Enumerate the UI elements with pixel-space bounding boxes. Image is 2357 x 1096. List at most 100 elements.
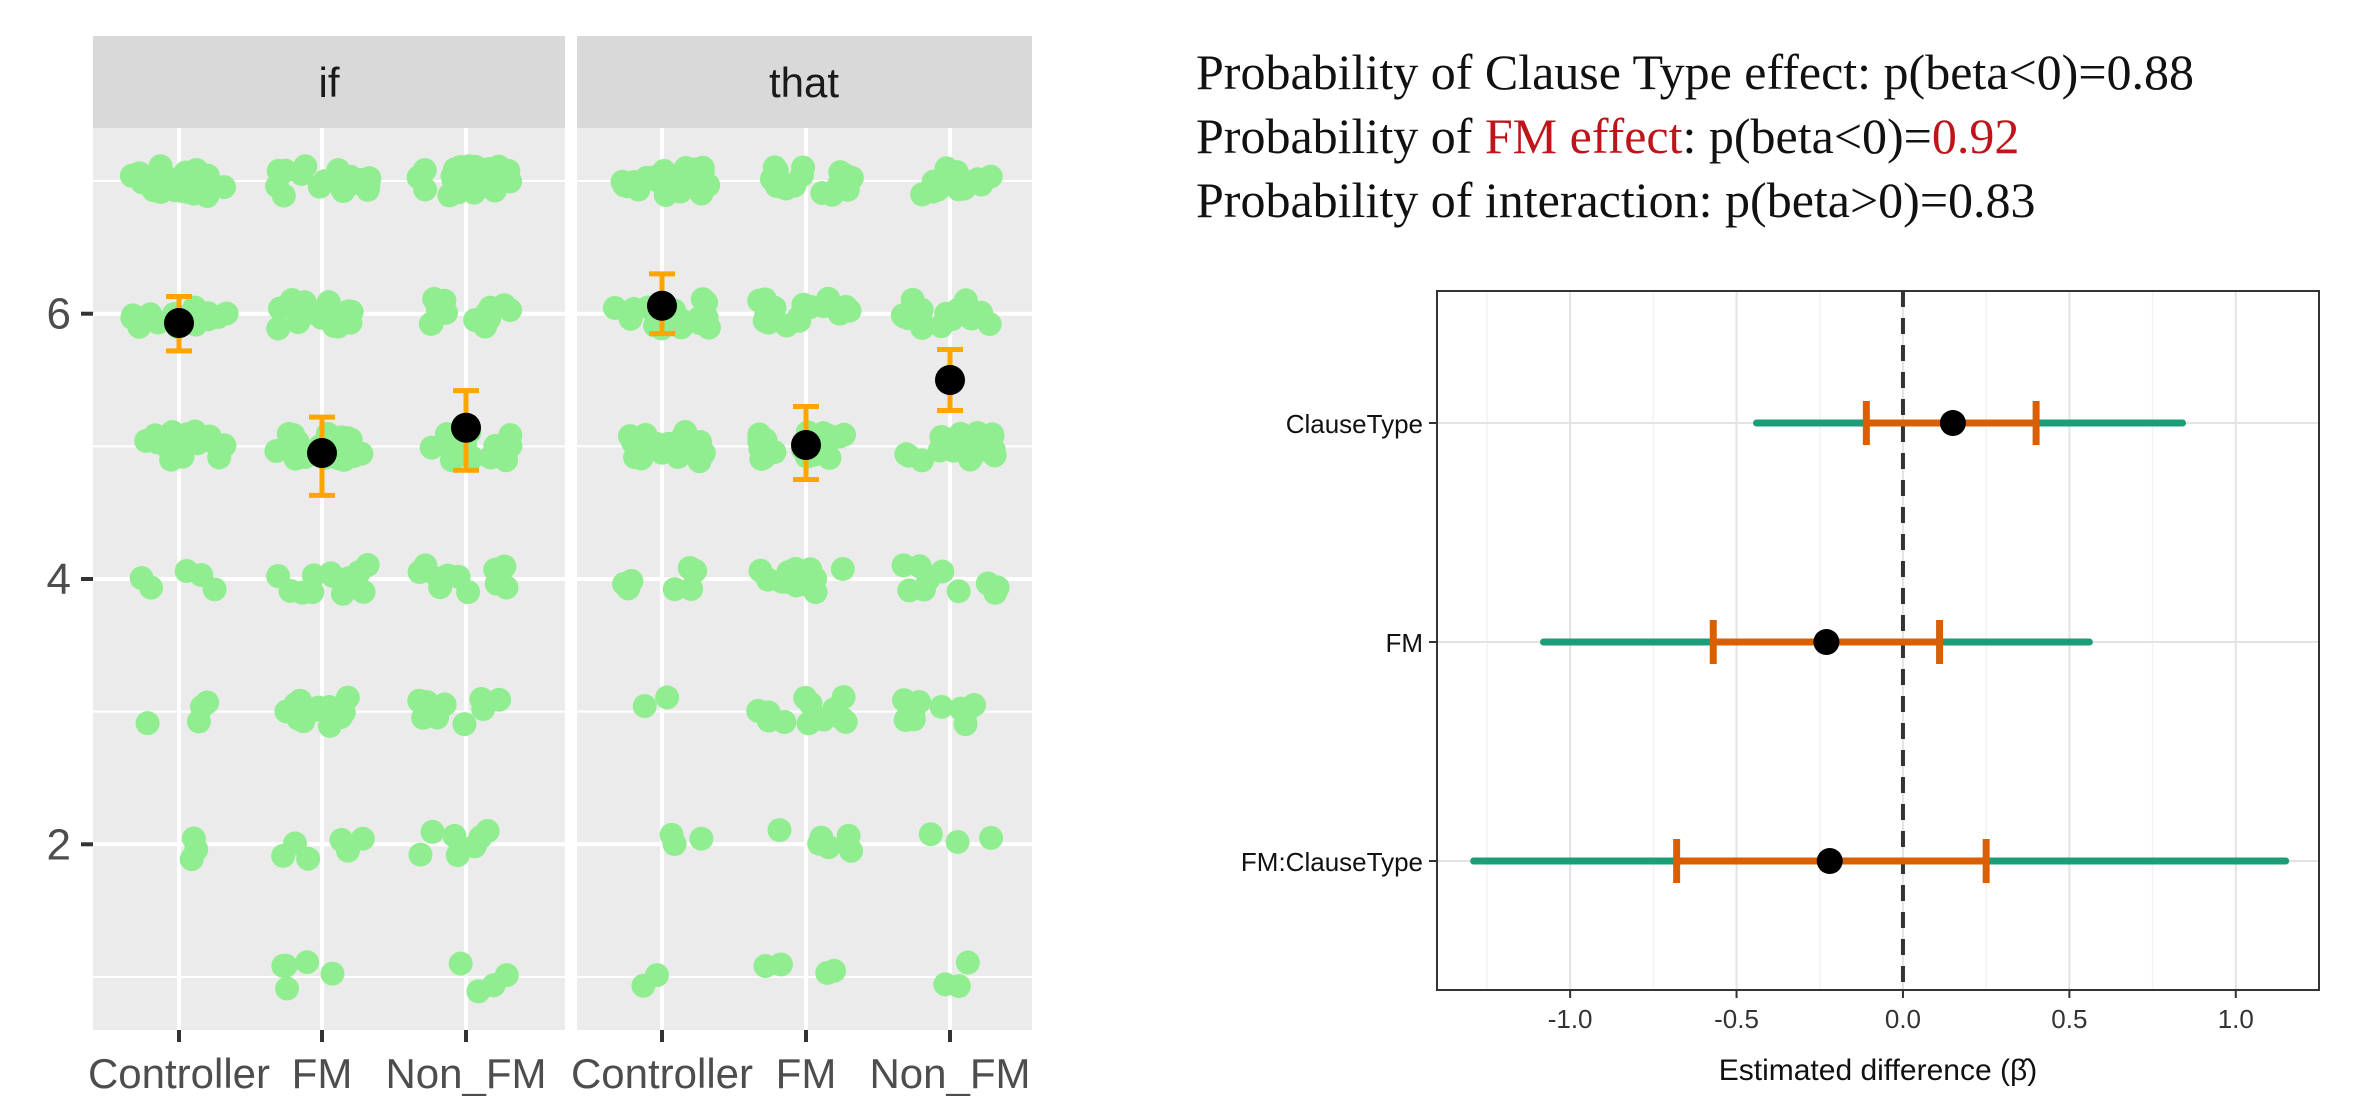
facet-strip-that bbox=[577, 36, 1032, 128]
mean-point bbox=[451, 412, 481, 443]
raw-rating-point bbox=[830, 556, 855, 581]
raw-rating-point bbox=[979, 825, 1004, 850]
raw-rating-point bbox=[756, 700, 781, 725]
raw-rating-point bbox=[753, 953, 778, 978]
y-tick-label: 6 bbox=[47, 290, 71, 339]
raw-rating-point bbox=[482, 178, 507, 203]
raw-rating-point bbox=[955, 950, 980, 975]
raw-rating-point bbox=[631, 973, 656, 998]
raw-rating-point bbox=[688, 308, 713, 333]
ratings-chart: if that Controller FM Non_FM Controller FM No… bbox=[47, 36, 1032, 1096]
raw-rating-point bbox=[686, 165, 711, 190]
probability-summary: Probability of Clause Type effect: p(bet… bbox=[1196, 40, 2194, 232]
raw-rating-point bbox=[407, 688, 432, 713]
raw-rating-point bbox=[798, 294, 823, 319]
raw-rating-point bbox=[425, 705, 450, 730]
facet-label-that: that bbox=[769, 59, 839, 106]
raw-rating-point bbox=[264, 439, 289, 464]
facet-label-if: if bbox=[319, 59, 340, 106]
raw-rating-point bbox=[301, 300, 326, 325]
raw-rating-point bbox=[653, 183, 678, 208]
raw-rating-point bbox=[945, 829, 970, 854]
raw-rating-point bbox=[837, 298, 862, 323]
raw-rating-point bbox=[901, 700, 926, 725]
raw-rating-point bbox=[442, 823, 467, 848]
raw-rating-point bbox=[127, 314, 152, 339]
raw-rating-point bbox=[891, 553, 916, 578]
raw-rating-point bbox=[798, 691, 823, 716]
raw-rating-point bbox=[129, 566, 154, 591]
raw-rating-point bbox=[691, 441, 716, 466]
raw-rating-point bbox=[159, 447, 184, 472]
coef-x-axis-label: Estimated difference (β̂) bbox=[1719, 1054, 2038, 1087]
raw-rating-point bbox=[817, 445, 842, 470]
raw-rating-point bbox=[911, 577, 936, 602]
coef-x-tick-label: 0.0 bbox=[1885, 1004, 1921, 1034]
raw-rating-point bbox=[195, 163, 220, 188]
raw-rating-point bbox=[130, 170, 155, 195]
raw-rating-point bbox=[329, 827, 354, 852]
raw-rating-point bbox=[320, 961, 345, 986]
clause-type-probability: Probability of Clause Type effect: p(bet… bbox=[1196, 44, 2195, 100]
raw-rating-point bbox=[811, 707, 836, 732]
raw-rating-point bbox=[446, 180, 471, 205]
coef-term-label: ClauseType bbox=[1286, 409, 1423, 439]
raw-rating-point bbox=[301, 563, 326, 588]
mean-point bbox=[307, 437, 337, 468]
raw-rating-point bbox=[195, 690, 220, 715]
raw-rating-point bbox=[662, 577, 687, 602]
raw-rating-point bbox=[275, 976, 300, 1001]
raw-rating-point bbox=[756, 310, 781, 335]
raw-rating-point bbox=[266, 316, 291, 341]
raw-rating-point bbox=[471, 696, 496, 721]
raw-rating-point bbox=[486, 154, 511, 179]
raw-rating-point bbox=[612, 571, 637, 596]
raw-rating-point bbox=[296, 846, 321, 871]
raw-rating-point bbox=[890, 303, 915, 328]
x-tick-label: Controller bbox=[571, 1050, 753, 1096]
raw-rating-point bbox=[326, 314, 351, 339]
mean-point bbox=[647, 290, 677, 321]
x-tick-label: Non_FM bbox=[869, 1050, 1030, 1096]
raw-rating-point bbox=[494, 575, 519, 600]
axes: Controller FM Non_FM Controller FM Non_FM 2 4 6 bbox=[47, 290, 1031, 1096]
raw-rating-point bbox=[350, 826, 375, 851]
raw-rating-point bbox=[273, 953, 298, 978]
raw-rating-point bbox=[839, 838, 864, 863]
fm-probability: Probability of FM effect: p(beta<0)=0.92 bbox=[1196, 104, 2194, 168]
raw-rating-point bbox=[448, 951, 473, 976]
raw-rating-point bbox=[357, 166, 382, 191]
raw-rating-point bbox=[621, 297, 646, 322]
raw-rating-point bbox=[274, 699, 299, 724]
raw-rating-point bbox=[767, 173, 792, 198]
raw-rating-point bbox=[929, 314, 954, 339]
coef-x-tick-label: 1.0 bbox=[2218, 1004, 2254, 1034]
condition-means bbox=[164, 271, 965, 498]
raw-rating-point bbox=[481, 973, 506, 998]
coef-panel-border bbox=[1436, 290, 2320, 991]
raw-rating-point bbox=[355, 552, 380, 577]
raw-rating-point bbox=[918, 822, 943, 847]
mean-point bbox=[164, 307, 194, 338]
raw-rating-point bbox=[977, 312, 1002, 337]
raw-rating-point bbox=[425, 298, 450, 323]
fm-prob-mid: : p(beta<0)= bbox=[1682, 108, 1932, 164]
raw-rating-point bbox=[413, 177, 438, 202]
raw-rating-point bbox=[767, 818, 792, 843]
coef-axes: ClauseType FM FM:ClauseType -1.0 -0.5 0.0 0.5 1… bbox=[1241, 409, 2254, 1034]
raw-rating-point bbox=[921, 169, 946, 194]
coef-intervals bbox=[1470, 401, 2290, 883]
raw-rating-point bbox=[214, 301, 239, 326]
y-tick-label: 4 bbox=[47, 555, 71, 604]
raw-rating-point bbox=[303, 697, 328, 722]
mean-point bbox=[935, 365, 965, 396]
raw-rating-point bbox=[498, 423, 523, 448]
raw-rating-point bbox=[941, 438, 966, 463]
raw-rating-point bbox=[826, 173, 851, 198]
raw-rating-point bbox=[797, 568, 822, 593]
estimate-point bbox=[1816, 848, 1843, 874]
raw-rating-point bbox=[412, 558, 437, 583]
y-tick-label: 2 bbox=[47, 820, 71, 869]
raw-rating-point bbox=[946, 974, 971, 999]
